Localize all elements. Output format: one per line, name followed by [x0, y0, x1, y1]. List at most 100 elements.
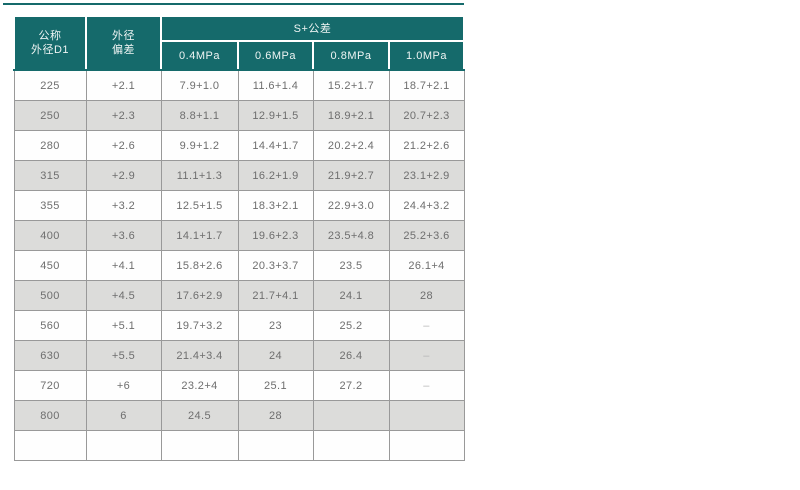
col-header-0-8mpa: 0.8MPa — [312, 40, 390, 71]
value-cell: 20.2+2.4 — [312, 130, 390, 161]
value-cell — [237, 430, 314, 461]
value-cell: 21.4+3.4 — [160, 340, 239, 371]
value-cell: +4.5 — [85, 280, 162, 311]
header-pressure-row: 0.4MPa 0.6MPa 0.8MPa 1.0MPa — [14, 40, 466, 71]
col-header-nominal-od: 公称 外径D1 — [13, 15, 87, 71]
table-body: 225 +2.1 7.9+1.0 11.6+1.4 15.2+1.7 18.7+2.1 25… — [13, 69, 465, 461]
value-cell: 27.2 — [312, 370, 390, 401]
value-cell — [388, 430, 465, 461]
table-row: 800 6 24.5 28 — [13, 400, 465, 431]
pipe-tolerance-table: 公称 外径D1 外径 偏差 S+公差 0.4MPa 0.6MPa 0.8MPa … — [13, 15, 466, 461]
table-row: 355 +3.2 12.5+1.5 18.3+2.1 22.9+3.0 24.4+3.2 — [13, 190, 465, 221]
diameter-cell: 315 — [13, 160, 87, 191]
value-cell: 7.9+1.0 — [160, 69, 239, 101]
value-cell: 18.7+2.1 — [388, 69, 465, 101]
value-cell: 28 — [237, 400, 314, 431]
diameter-cell: 280 — [13, 130, 87, 161]
value-cell: 23.2+4 — [160, 370, 239, 401]
value-cell: 25.1 — [237, 370, 314, 401]
value-cell: 14.1+1.7 — [160, 220, 239, 251]
value-cell: 12.9+1.5 — [237, 100, 314, 131]
table-row: 450 +4.1 15.8+2.6 20.3+3.7 23.5 26.1+4 — [13, 250, 465, 281]
col-header-od-deviation: 外径 偏差 — [85, 15, 162, 71]
value-cell: 23.1+2.9 — [388, 160, 465, 191]
value-cell: 24 — [237, 340, 314, 371]
value-cell: 15.8+2.6 — [160, 250, 239, 281]
col-header-nominal-od-line2: 外径D1 — [30, 44, 70, 56]
value-cell: 18.9+2.1 — [312, 100, 390, 131]
col-header-1-0mpa: 1.0MPa — [387, 40, 466, 71]
table-row: 500 +4.5 17.6+2.9 21.7+4.1 24.1 28 — [13, 280, 465, 311]
value-cell: 28 — [388, 280, 465, 311]
col-header-od-deviation-line1: 外径 — [112, 30, 135, 42]
value-cell: 11.1+1.3 — [160, 160, 239, 191]
col-header-nominal-od-line1: 公称 — [38, 30, 62, 42]
value-cell: +5.5 — [85, 340, 162, 371]
value-cell: +2.1 — [85, 69, 162, 101]
table-row: 630 +5.5 21.4+3.4 24 26.4– — [13, 340, 465, 371]
table-row: 315 +2.9 11.1+1.3 16.2+1.9 21.9+2.7 23.1+2.9 — [13, 160, 465, 191]
value-cell: 11.6+1.4 — [237, 69, 314, 101]
diameter-cell: 400 — [13, 220, 87, 251]
diameter-cell: 355 — [13, 190, 87, 221]
value-cell: 24.4+3.2 — [388, 190, 465, 221]
value-cell — [85, 430, 162, 461]
value-cell: 20.3+3.7 — [237, 250, 314, 281]
value-cell: 12.5+1.5 — [160, 190, 239, 221]
value-cell: 18.3+2.1 — [237, 190, 314, 221]
value-cell: 19.7+3.2 — [160, 310, 239, 341]
table-header: 公称 外径D1 外径 偏差 S+公差 0.4MPa 0.6MPa 0.8MPa … — [13, 15, 466, 71]
value-cell: 25.2 — [312, 310, 390, 341]
value-cell: 8.8+1.1 — [160, 100, 239, 131]
value-cell: 19.6+2.3 — [237, 220, 314, 251]
value-cell: – — [388, 340, 465, 371]
col-header-0-6mpa: 0.6MPa — [237, 40, 314, 71]
value-cell: 25.2+3.6 — [388, 220, 465, 251]
value-cell: 16.2+1.9 — [237, 160, 314, 191]
value-cell: 21.2+2.6 — [388, 130, 465, 161]
value-cell: +3.2 — [85, 190, 162, 221]
value-cell: 23 — [237, 310, 314, 341]
value-cell: – — [388, 370, 465, 401]
value-cell: 20.7+2.3 — [388, 100, 465, 131]
table-row: 280 +2.6 9.9+1.2 14.4+1.7 20.2+2.4 21.2+2.6 — [13, 130, 465, 161]
value-cell: +3.6 — [85, 220, 162, 251]
table-row: 225 +2.1 7.9+1.0 11.6+1.4 15.2+1.7 18.7+2.1 — [13, 69, 465, 101]
value-cell: 24.5 — [160, 400, 239, 431]
value-cell: 23.5+4.8 — [312, 220, 390, 251]
col-header-od-deviation-line2: 偏差 — [112, 44, 135, 56]
top-divider-line — [3, 3, 464, 5]
value-cell: 14.4+1.7 — [237, 130, 314, 161]
value-cell: +2.3 — [85, 100, 162, 131]
table-row: 400 +3.6 14.1+1.7 19.6+2.3 23.5+4.8 25.2+3.6 — [13, 220, 465, 251]
value-cell: +2.9 — [85, 160, 162, 191]
value-cell: 21.9+2.7 — [312, 160, 390, 191]
header-group-row: 公称 外径D1 外径 偏差 S+公差 — [13, 15, 466, 71]
value-cell — [388, 400, 465, 431]
value-cell: 26.4 — [312, 340, 390, 371]
table-row: 250 +2.3 8.8+1.1 12.9+1.5 18.9+2.1 20.7+2.3 — [13, 100, 465, 131]
table-row — [13, 430, 465, 461]
value-cell — [312, 430, 390, 461]
diameter-cell: 800 — [13, 400, 87, 431]
value-cell: 17.6+2.9 — [160, 280, 239, 311]
diameter-cell: 720 — [13, 370, 87, 401]
diameter-cell: 630 — [13, 340, 87, 371]
value-cell: 26.1+4 — [388, 250, 465, 281]
diameter-cell: 500 — [13, 280, 87, 311]
value-cell: +2.6 — [85, 130, 162, 161]
col-header-0-4mpa: 0.4MPa — [160, 40, 239, 71]
diameter-cell: 250 — [13, 100, 87, 131]
value-cell: 9.9+1.2 — [160, 130, 239, 161]
value-cell: +5.1 — [85, 310, 162, 341]
col-header-s-tolerance-group: S+公差 — [159, 15, 466, 42]
value-cell: 24.1 — [312, 280, 390, 311]
table-row: 560 +5.1 19.7+3.2 23 25.2– — [13, 310, 465, 341]
value-cell: 23.5 — [312, 250, 390, 281]
value-cell: – — [388, 310, 465, 341]
diameter-cell: 450 — [13, 250, 87, 281]
value-cell — [160, 430, 239, 461]
value-cell: 15.2+1.7 — [312, 69, 390, 101]
value-cell: +4.1 — [85, 250, 162, 281]
